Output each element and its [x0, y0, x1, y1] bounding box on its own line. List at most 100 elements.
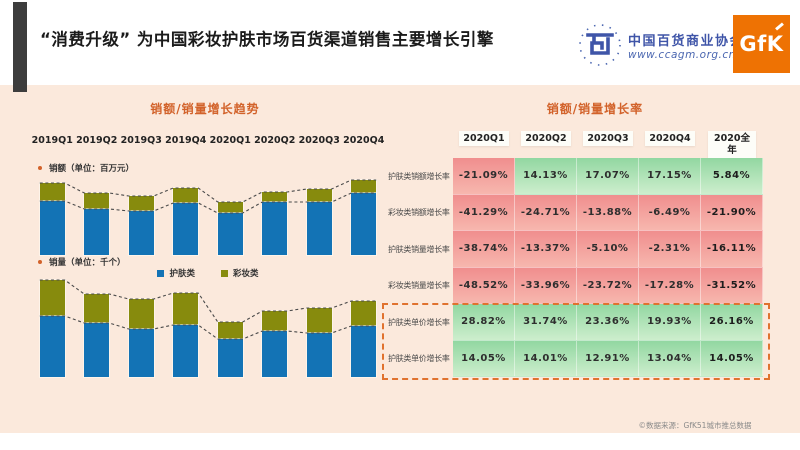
dashed-trend-lines — [39, 179, 377, 214]
column-header-cell-2020全年: 2020全年 — [701, 131, 763, 160]
makeup-segment-2020Q2 — [262, 311, 288, 331]
table-cell-r1-c1: -24.71% — [515, 194, 577, 231]
bar-2020Q1 — [217, 322, 243, 377]
makeup-segment-2019Q1 — [39, 183, 65, 201]
table-cell-r0-c0: -21.09% — [453, 158, 515, 195]
table-cell-r1-c3: -6.49% — [639, 194, 701, 231]
skincare-segment-2019Q4 — [173, 203, 199, 255]
makeup-segment-2020Q2 — [262, 192, 288, 202]
makeup-segment-2019Q2 — [84, 193, 110, 209]
table-cell-r0-c3: 17.15% — [639, 158, 701, 195]
table-cell-r2-c2: -5.10% — [577, 231, 639, 268]
column-header-2020Q1: 2020Q1 — [459, 131, 509, 146]
makeup-segment-2019Q3 — [128, 299, 154, 329]
skincare-segment-2020Q3 — [306, 333, 332, 377]
table-cell-r2-c4: -16.11% — [701, 231, 763, 268]
skincare-segment-2019Q4 — [173, 325, 199, 377]
row-label-0: 护肤类销额增长率 — [388, 171, 450, 181]
makeup-segment-2019Q4 — [173, 293, 199, 325]
bullet-dot-icon — [38, 260, 42, 264]
bar-2019Q4 — [173, 293, 199, 377]
table-cell-r4-c2: 23.36% — [577, 304, 639, 341]
table-cell-r5-c1: 14.01% — [515, 340, 577, 377]
makeup-segment-2020Q4 — [351, 301, 377, 326]
legend-item-彩妆类: 彩妆类 — [221, 267, 259, 279]
amount-unit-text: 销额（单位：百万元） — [49, 164, 135, 174]
chart-legend: 护肤类 彩妆类 — [30, 267, 386, 279]
column-header-cell-2020Q2: 2020Q2 — [515, 131, 577, 146]
column-header-cell-2020Q1: 2020Q1 — [453, 131, 515, 146]
bar-2020Q2 — [262, 311, 288, 377]
ccagm-text-block: 中国百货商业协会 www.ccagm.org.cn — [628, 30, 744, 61]
legend-label: 护肤类 — [169, 269, 195, 279]
skincare-segment-2020Q1 — [217, 339, 243, 377]
table-cell-r1-c0: -41.29% — [453, 194, 515, 231]
ccagm-association-logo: 中国百货商业协会 www.ccagm.org.cn — [578, 14, 743, 76]
table-cell-r4-c0: 28.82% — [453, 304, 515, 341]
quarter-label-2020Q1: 2020Q1 — [209, 135, 251, 146]
total-trend-line — [39, 179, 377, 203]
growth-rate-table: 护肤类销额增长率 -21.09% 14.13% 17.07% 17.15% 5.84% 彩妆… — [385, 158, 763, 377]
legend-swatch-icon — [157, 269, 165, 277]
gfk-logo: GfK — [733, 15, 790, 73]
column-header-2020Q3: 2020Q3 — [583, 131, 633, 146]
table-cell-r0-c4: 5.84% — [701, 158, 763, 195]
association-name: 中国百货商业协会 — [628, 33, 745, 49]
volume-unit-label: 销量（单位：千个） — [38, 256, 126, 268]
bar-2020Q2 — [262, 192, 288, 255]
quarter-label-2019Q3: 2019Q3 — [120, 135, 162, 146]
table-cell-r3-c1: -33.96% — [515, 267, 577, 304]
skincare-segment-2020Q4 — [351, 326, 377, 377]
bar-2020Q1 — [217, 202, 243, 255]
table-cell-r5-c0: 14.05% — [453, 340, 515, 377]
right-section-title: 销额/销量增长率 — [546, 102, 644, 116]
skincare-segment-2020Q4 — [351, 193, 377, 255]
table-cell-r3-c3: -17.28% — [639, 267, 701, 304]
growth-table-header-row: 2020Q1 2020Q2 2020Q3 2020Q4 2020全年 — [453, 131, 763, 160]
skincare-segment-2020Q1 — [217, 213, 243, 255]
table-cell-r4-c3: 19.93% — [639, 304, 701, 341]
quarter-label-2019Q1: 2019Q1 — [31, 135, 73, 146]
bar-2019Q2 — [84, 193, 110, 255]
quarter-label-2020Q3: 2020Q3 — [298, 135, 340, 146]
table-cell-r3-c0: -48.52% — [453, 267, 515, 304]
table-cell-r2-c0: -38.74% — [453, 231, 515, 268]
bar-2019Q1 — [39, 183, 65, 255]
skincare-segment-2019Q2 — [84, 209, 110, 255]
skincare-segment-2020Q3 — [306, 202, 332, 255]
sales-amount-chart — [30, 175, 386, 255]
bullet-dot-icon — [38, 166, 42, 170]
legend-swatch-icon — [221, 269, 228, 277]
skincare-segment-2019Q1 — [39, 316, 65, 377]
quarter-label-2020Q4: 2020Q4 — [343, 135, 385, 146]
makeup-segment-2020Q3 — [306, 189, 332, 202]
skincare-segment-2019Q1 — [39, 201, 65, 255]
left-section-title: 销额/销量增长趋势 — [150, 102, 260, 116]
data-source-note: ©数据来源：GfK51城市推总数据 — [638, 421, 752, 430]
table-cell-r4-c1: 31.74% — [515, 304, 577, 341]
table-cell-r2-c3: -2.31% — [639, 231, 701, 268]
table-cell-r3-c2: -23.72% — [577, 267, 639, 304]
table-cell-r5-c3: 13.04% — [639, 340, 701, 377]
quarter-label-2020Q2: 2020Q2 — [254, 135, 296, 146]
bar-2019Q3 — [128, 196, 154, 255]
skincare-trend-line — [39, 192, 377, 214]
bar-2020Q4 — [351, 180, 377, 255]
table-cell-r1-c4: -21.90% — [701, 194, 763, 231]
makeup-segment-2019Q3 — [128, 196, 154, 211]
sales-volume-chart — [30, 279, 386, 377]
legend-label: 彩妆类 — [233, 269, 259, 279]
quarter-label-2019Q4: 2019Q4 — [165, 135, 207, 146]
skincare-segment-2019Q2 — [84, 323, 110, 377]
table-cell-r5-c2: 12.91% — [577, 340, 639, 377]
skincare-trend-line — [39, 315, 377, 340]
page-title: “消费升级” 为中国彩妆护肤市场百货渠道销售主要增长引擎 — [40, 30, 494, 49]
column-header-cell-2020Q3: 2020Q3 — [577, 131, 639, 146]
table-cell-r0-c2: 17.07% — [577, 158, 639, 195]
makeup-segment-2020Q1 — [217, 322, 243, 339]
bar-2020Q3 — [306, 189, 332, 255]
bar-2020Q4 — [351, 301, 377, 377]
title-accent-bar — [13, 2, 27, 92]
gfk-logo-text: GfK — [739, 32, 784, 56]
skincare-segment-2020Q2 — [262, 202, 288, 255]
